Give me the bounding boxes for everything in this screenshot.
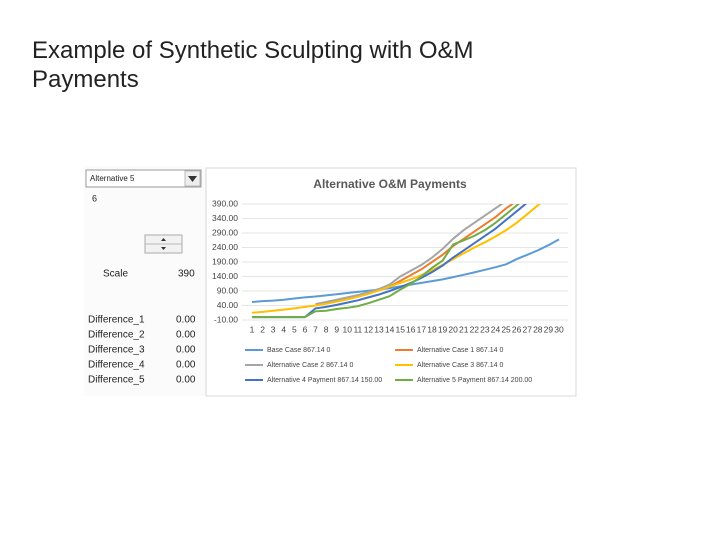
difference-label: Difference_5	[88, 375, 145, 386]
x-tick-label: 25	[501, 324, 511, 334]
difference-label: Difference_1	[88, 315, 145, 326]
series-line	[251, 204, 542, 314]
index-value: 6	[92, 193, 97, 203]
difference-value: 0.00	[176, 315, 196, 326]
x-tick-label: 13	[374, 324, 384, 334]
x-tick-label: 11	[353, 324, 362, 334]
scale-value: 390	[178, 269, 195, 280]
chart-area	[205, 167, 577, 397]
spinner-up[interactable]	[161, 238, 166, 241]
difference-label: Difference_3	[88, 345, 145, 356]
x-tick-label: 10	[343, 324, 353, 334]
x-tick-label: 12	[364, 324, 374, 334]
y-tick-label: -10.00	[214, 314, 238, 324]
x-tick-label: 21	[459, 324, 469, 334]
y-tick-label: 90.00	[217, 285, 239, 295]
x-tick-label: 28	[533, 324, 543, 334]
difference-value: 0.00	[176, 360, 196, 371]
x-tick-label: 18	[427, 324, 437, 334]
series-line	[252, 204, 520, 319]
x-tick-label: 7	[313, 324, 318, 334]
dropdown-text: Alternative 5	[90, 174, 135, 183]
difference-label: Difference_2	[88, 330, 145, 341]
legend-label: Alternative 4 Payment 867.14 150.00	[267, 377, 382, 384]
y-tick-label: 290.00	[212, 227, 238, 237]
x-tick-label: 1	[250, 324, 255, 334]
x-tick-label: 15	[395, 324, 405, 334]
plot	[251, 204, 560, 319]
x-tick-label: 8	[324, 324, 329, 334]
legend-label: Alternative Case 2 867.14 0	[267, 362, 353, 369]
legend-label: Alternative 5 Payment 867.14 200.00	[417, 377, 532, 384]
x-tick-label: 2	[260, 324, 265, 334]
x-tick-label: 27	[523, 324, 533, 334]
x-tick-label: 22	[470, 324, 480, 334]
scale-label: Scale	[103, 269, 128, 280]
x-tick-label: 17	[417, 324, 427, 334]
x-tick-label: 9	[334, 324, 339, 334]
x-tick-label: 26	[512, 324, 522, 334]
series-line	[315, 204, 504, 306]
x-tick-label: 14	[385, 324, 395, 334]
spinner-down[interactable]	[161, 247, 166, 250]
x-tick-label: 19	[438, 324, 448, 334]
difference-label: Difference_4	[88, 360, 145, 371]
y-tick-label: 140.00	[212, 271, 238, 281]
x-tick-label: 24	[491, 324, 501, 334]
control-panel	[84, 166, 206, 396]
chart-title: Alternative O&M Payments	[313, 177, 467, 191]
y-tick-label: 340.00	[212, 213, 238, 223]
x-tick-label: 3	[271, 324, 276, 334]
difference-value: 0.00	[176, 330, 196, 341]
x-tick-label: 20	[448, 324, 458, 334]
y-tick-label: 390.00	[212, 198, 238, 208]
y-tick-label: 240.00	[212, 242, 238, 252]
x-tick-label: 5	[292, 324, 297, 334]
x-tick-label: 30	[554, 324, 564, 334]
x-tick-label: 23	[480, 324, 490, 334]
slide-title: Example of Synthetic Sculpting with O&M …	[32, 37, 474, 93]
dropdown[interactable]	[85, 169, 202, 188]
legend-label: Base Case 867.14 0	[267, 347, 331, 354]
dropdown-arrow	[188, 176, 197, 182]
x-tick-label: 6	[303, 324, 308, 334]
legend-label: Alternative Case 3 867.14 0	[417, 362, 503, 369]
x-tick-label: 29	[544, 324, 554, 334]
y-tick-label: 40.00	[217, 300, 239, 310]
difference-value: 0.00	[176, 375, 196, 386]
y-tick-label: 190.00	[212, 256, 238, 266]
difference-value: 0.00	[176, 345, 196, 356]
x-tick-label: 4	[281, 324, 286, 334]
x-tick-label: 16	[406, 324, 416, 334]
legend-label: Alternative Case 1 867.14 0	[417, 347, 503, 354]
